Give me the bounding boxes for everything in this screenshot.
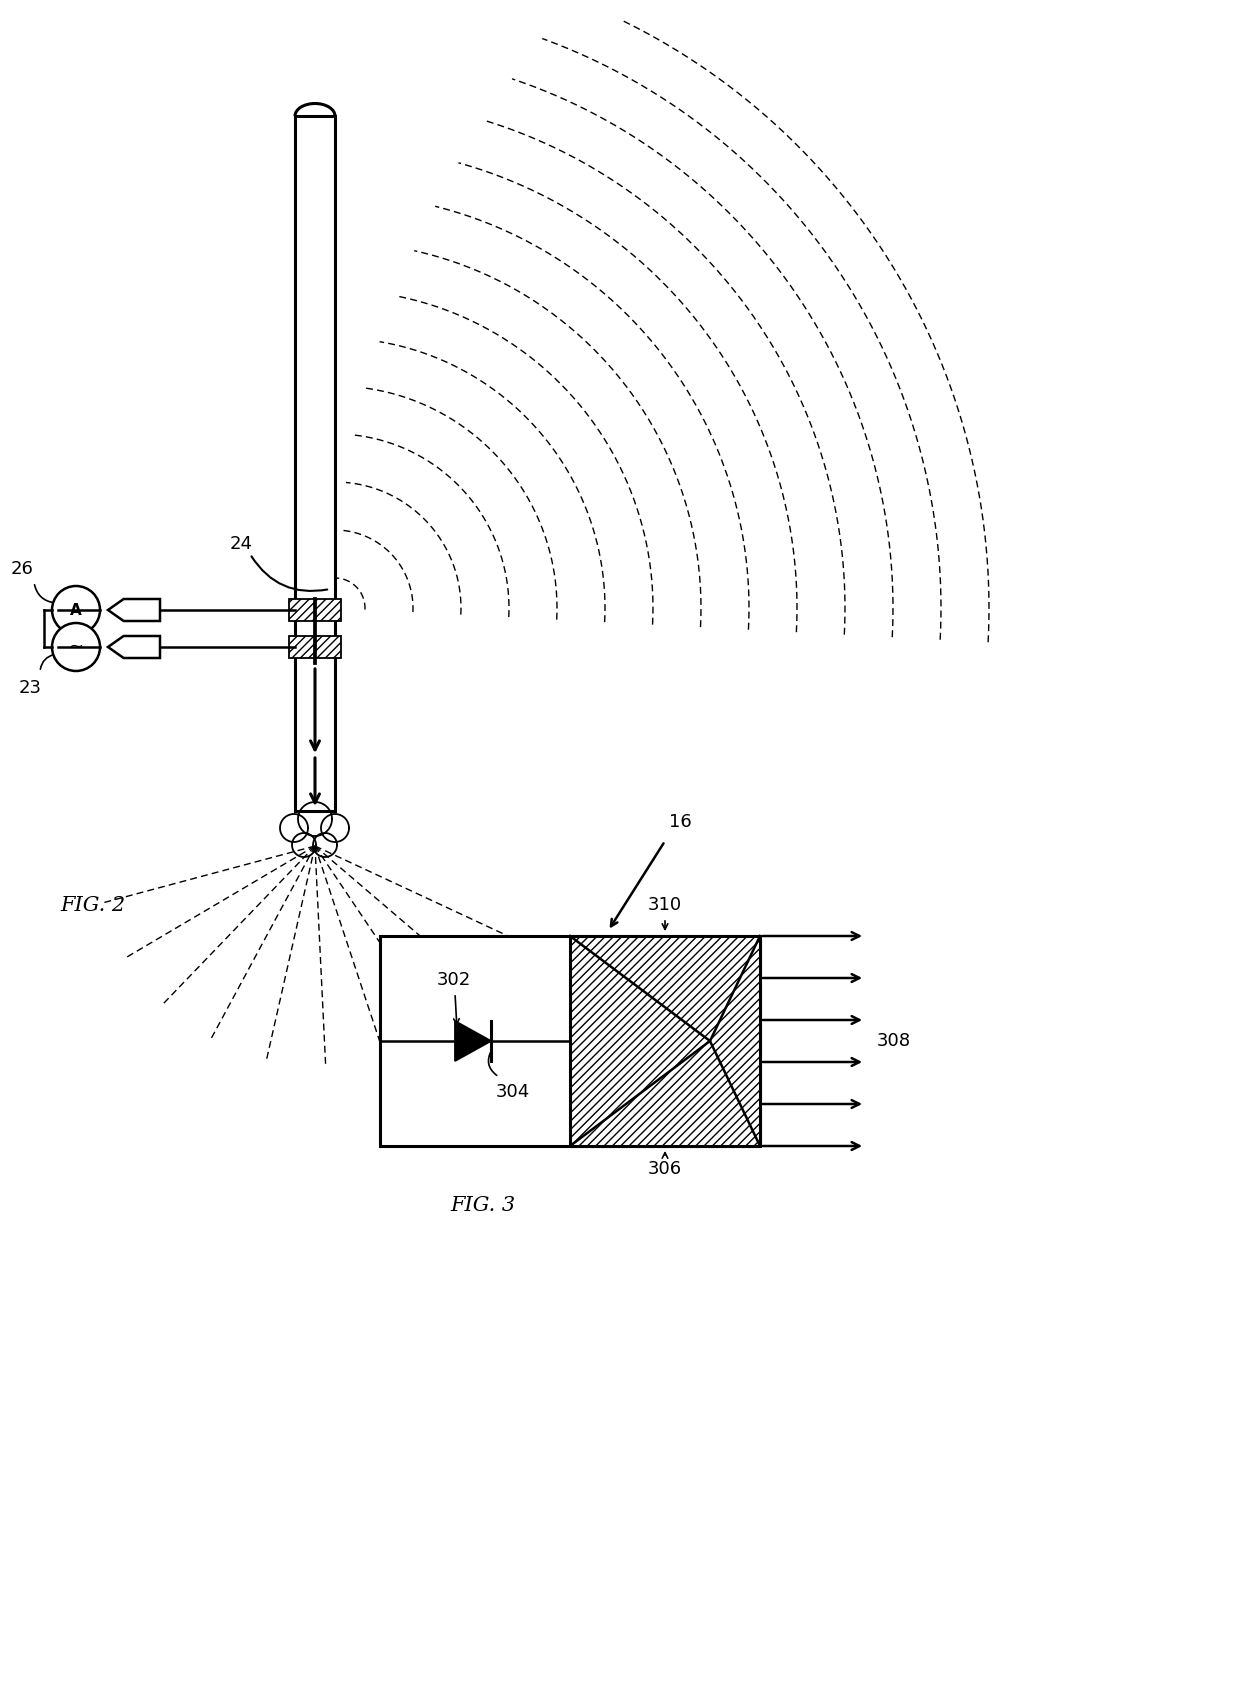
Bar bbox=[289, 599, 341, 621]
Text: 302: 302 bbox=[436, 972, 471, 989]
Polygon shape bbox=[455, 1021, 491, 1062]
Text: 306: 306 bbox=[649, 1160, 682, 1179]
Circle shape bbox=[52, 622, 100, 672]
Text: 310: 310 bbox=[649, 895, 682, 914]
Circle shape bbox=[52, 587, 100, 634]
Text: 24: 24 bbox=[229, 534, 253, 553]
Text: A: A bbox=[71, 602, 82, 617]
Bar bbox=[289, 636, 341, 658]
Bar bbox=[570, 936, 760, 1146]
Bar bbox=[295, 115, 335, 811]
Text: 304: 304 bbox=[496, 1084, 531, 1101]
Text: 23: 23 bbox=[19, 678, 41, 697]
Text: ~: ~ bbox=[68, 638, 83, 656]
Text: 16: 16 bbox=[668, 812, 692, 831]
Polygon shape bbox=[108, 599, 160, 621]
Text: 26: 26 bbox=[11, 560, 33, 578]
Polygon shape bbox=[108, 636, 160, 658]
Bar bbox=[379, 936, 760, 1146]
Text: FIG. 2: FIG. 2 bbox=[60, 895, 125, 916]
Text: FIG. 3: FIG. 3 bbox=[450, 1196, 515, 1214]
Text: 308: 308 bbox=[877, 1031, 911, 1050]
